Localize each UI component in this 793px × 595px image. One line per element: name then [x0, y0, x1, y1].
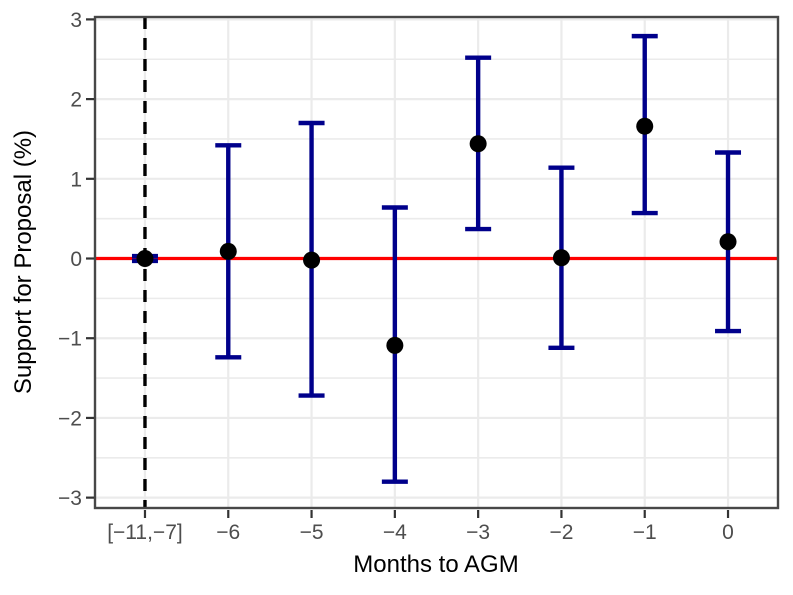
x-tick-label: −5 — [300, 521, 324, 544]
x-tick-label: −3 — [466, 521, 490, 544]
x-tick-label: −1 — [633, 521, 657, 544]
x-axis-title: Months to AGM — [353, 551, 518, 578]
data-point — [719, 233, 737, 251]
y-axis-title: Support for Proposal (%) — [10, 130, 37, 394]
axis-layer: 3 2 1 0 −1 −2 −3 [−11,−7] −6 −5 −4 −3 −2 −1 0 — [58, 9, 780, 544]
data-point — [469, 135, 487, 153]
x-tick-label: −6 — [216, 521, 240, 544]
x-tick-label: 0 — [722, 521, 734, 544]
y-tick-label: −3 — [58, 487, 82, 510]
y-tick-label: 3 — [70, 9, 82, 32]
data-point — [136, 250, 154, 268]
panel-border — [93, 15, 780, 510]
annotation-layer — [95, 17, 778, 508]
data-layer — [131, 33, 742, 484]
data-point — [386, 336, 404, 354]
y-tick-label: 2 — [70, 89, 82, 112]
data-point — [303, 251, 321, 269]
y-tick-label: 0 — [70, 248, 82, 271]
x-tick-label: −4 — [383, 521, 407, 544]
y-tick-label: 1 — [70, 168, 82, 191]
y-tick-label: −2 — [58, 407, 82, 430]
data-point — [219, 242, 237, 260]
y-tick-label: −1 — [58, 328, 82, 351]
data-point — [552, 249, 570, 267]
x-tick-label: [−11,−7] — [107, 521, 183, 544]
grid-layer — [95, 17, 778, 508]
x-tick-label: −2 — [549, 521, 573, 544]
data-point — [636, 117, 654, 135]
